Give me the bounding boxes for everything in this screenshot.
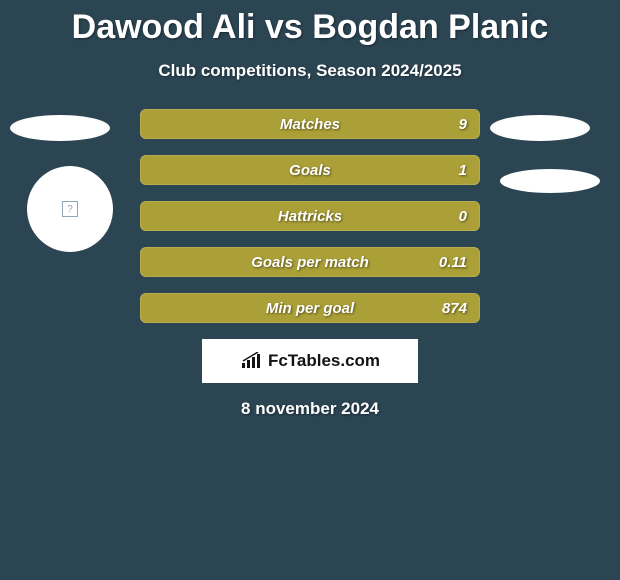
stat-bar-value: 0.11 (439, 254, 467, 271)
stat-bar-label: Goals per match (251, 254, 369, 271)
stat-bar: Hattricks 0 (140, 201, 480, 231)
player-left-avatar: ? (27, 166, 113, 252)
stat-bar-value: 1 (459, 162, 467, 179)
avatar-placeholder-icon: ? (62, 201, 78, 217)
stat-bar-label: Hattricks (278, 208, 342, 225)
stat-bar-value: 874 (442, 300, 467, 317)
branding-chart-icon (240, 352, 264, 370)
stat-bar: Goals per match 0.11 (140, 247, 480, 277)
player-right-marker-2 (500, 169, 600, 193)
stat-bar: Matches 9 (140, 109, 480, 139)
comparison-subtitle: Club competitions, Season 2024/2025 (0, 61, 620, 81)
stat-bar: Goals 1 (140, 155, 480, 185)
stat-bar-label: Matches (280, 116, 340, 133)
stat-bar-value: 0 (459, 208, 467, 225)
stat-bar-label: Goals (289, 162, 331, 179)
branding-text: FcTables.com (268, 351, 380, 371)
stat-bars: Matches 9 Goals 1 Hattricks 0 Goals per match 0… (140, 109, 480, 323)
player-left-marker-1 (10, 115, 110, 141)
stat-bar-label: Min per goal (266, 300, 354, 317)
branding-badge: FcTables.com (202, 339, 418, 383)
comparison-content: ? Matches 9 Goals 1 Hattricks 0 Goals per matc… (0, 109, 620, 419)
stat-bar-value: 9 (459, 116, 467, 133)
player-right-marker-1 (490, 115, 590, 141)
comparison-title: Dawood Ali vs Bogdan Planic (0, 0, 620, 47)
comparison-date: 8 november 2024 (0, 399, 620, 419)
stat-bar: Min per goal 874 (140, 293, 480, 323)
